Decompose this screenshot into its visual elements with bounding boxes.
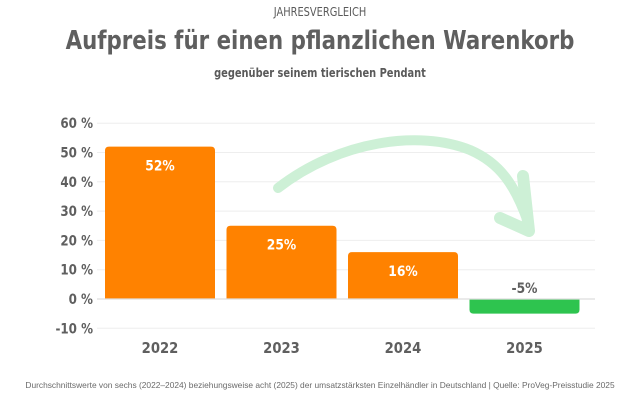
y-tick-label: 30 % [60, 204, 93, 220]
x-tick-label: 2024 [385, 340, 422, 357]
bar-2022 [105, 146, 215, 299]
bars [105, 146, 580, 314]
y-tick-label: 50 % [60, 146, 93, 162]
data-label: 52% [145, 159, 174, 175]
y-tick-label: 0 % [69, 292, 93, 308]
y-tick-label: -10 % [55, 321, 93, 337]
x-tick-label: 2025 [506, 340, 543, 357]
chart-footnote: Durchschnittswerte von sechs (2022–2024)… [25, 380, 615, 390]
data-labels: 52% 25% 16% -5% [145, 159, 537, 297]
x-tick-label: 2023 [263, 340, 300, 357]
y-axis-ticks: 60 % 50 % 40 % 30 % 20 % 10 % 0 % -10 % [55, 116, 93, 337]
chart-kicker: JAHRESVERGLEICH [273, 5, 367, 19]
curved-down-arrow-icon [273, 135, 535, 237]
x-axis-categories: 2022 2023 2024 2025 [142, 340, 543, 357]
data-label: 16% [388, 264, 417, 280]
y-tick-label: 40 % [60, 175, 93, 191]
chart-subtitle: gegenüber seinem tierischen Pendant [214, 66, 426, 80]
bar-2025 [469, 299, 580, 314]
y-tick-label: 10 % [60, 263, 93, 279]
data-label: -5% [511, 281, 537, 297]
data-label: 25% [267, 238, 296, 254]
chart-title: Aufpreis für einen pflanzlichen Warenkor… [65, 26, 575, 56]
bar-2024 [348, 252, 458, 299]
x-tick-label: 2022 [142, 340, 179, 357]
y-tick-label: 20 % [60, 234, 93, 250]
y-tick-label: 60 % [60, 116, 93, 132]
bar-2023 [226, 225, 337, 299]
